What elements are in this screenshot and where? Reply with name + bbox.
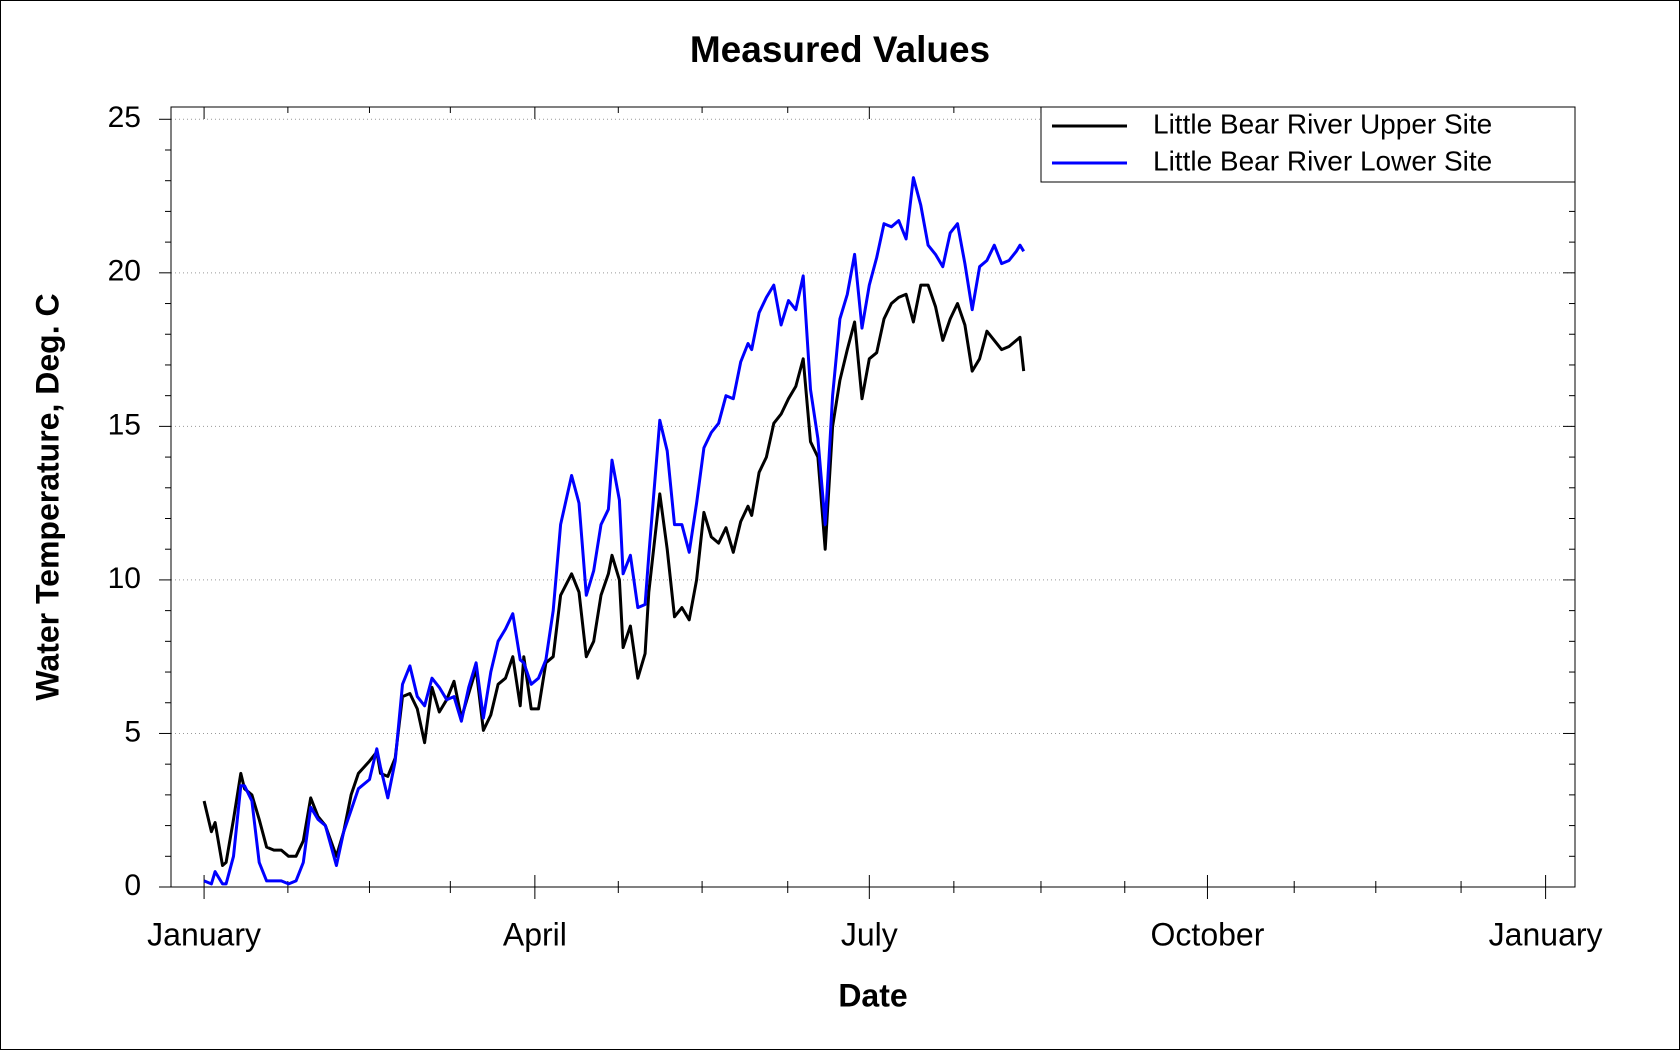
y-tick-label: 10 xyxy=(108,562,141,595)
x-tick-label: April xyxy=(503,916,567,952)
chart-title: Measured Values xyxy=(690,29,990,70)
x-tick-label: October xyxy=(1151,916,1265,952)
y-tick-label: 15 xyxy=(108,408,141,441)
x-tick-label: July xyxy=(841,916,898,952)
data-line xyxy=(202,283,1026,867)
y-tick-label: 0 xyxy=(124,869,141,902)
legend-label: Little Bear River Upper Site xyxy=(1153,108,1492,139)
x-tick-label: January xyxy=(1489,916,1603,952)
x-tick-label: January xyxy=(147,916,261,952)
y-tick-label: 25 xyxy=(108,101,141,134)
plot-area xyxy=(170,106,1576,888)
x-axis-label: Date xyxy=(838,977,907,1013)
y-axis-label: Water Temperature, Deg. C xyxy=(29,293,65,700)
data-line xyxy=(203,176,1025,886)
y-tick-label: 5 xyxy=(124,715,141,748)
legend-box xyxy=(1040,106,1576,183)
legend-label: Little Bear River Lower Site xyxy=(1153,145,1492,176)
y-tick-label: 20 xyxy=(108,255,141,288)
